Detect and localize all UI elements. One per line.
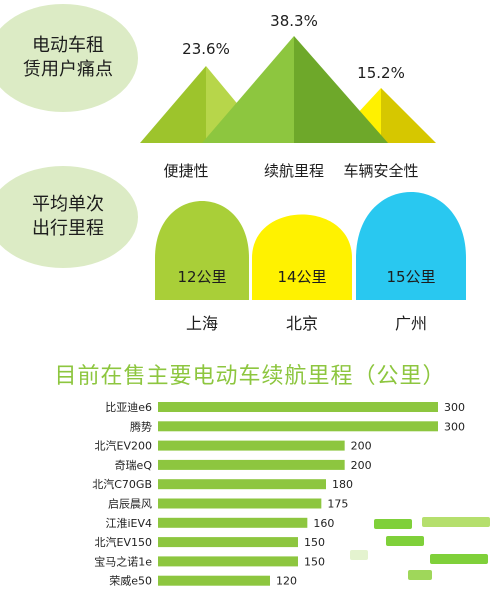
mountain-safety-right — [381, 88, 436, 143]
bar-8 — [158, 556, 298, 567]
city-shanghai: 上海 — [185, 314, 218, 333]
city-guangzhou: 广州 — [394, 314, 427, 333]
obscured-bar — [374, 519, 412, 529]
bar-7 — [158, 537, 298, 548]
pain-points-bubble: 电动车租 赁用户痛点 — [0, 4, 138, 112]
mountain-range-left — [202, 36, 294, 143]
pain-points-title-line1: 电动车租 — [32, 35, 104, 56]
value-label-3: 200 — [351, 459, 372, 472]
mountain-range-right — [294, 36, 388, 143]
pain-points-mountains — [140, 36, 436, 143]
bar-1 — [158, 421, 438, 432]
trip-value-shanghai: 12公里 — [177, 268, 227, 286]
trip-title-line2: 出行里程 — [32, 218, 104, 239]
bar-2 — [158, 440, 345, 451]
category-label-9: 荣威e50 — [109, 575, 152, 588]
obscured-thumbnail — [348, 514, 494, 584]
trip-domes — [155, 192, 466, 300]
city-beijing: 北京 — [285, 314, 318, 333]
obscured-bar — [408, 570, 432, 580]
mountain-convenience-left — [140, 66, 206, 143]
obscured-bar — [422, 517, 490, 527]
category-label-4: 北汽C70GB — [92, 477, 152, 491]
value-label-5: 175 — [327, 498, 348, 511]
value-label-6: 160 — [313, 517, 334, 530]
category-label-3: 奇瑞eQ — [115, 458, 153, 472]
category-label-1: 腾势 — [130, 419, 152, 433]
pct-convenience: 23.6% — [182, 40, 230, 58]
bar-4 — [158, 479, 326, 490]
dome-beijing — [252, 214, 352, 300]
obscured-bar — [430, 554, 488, 564]
range-chart-title: 目前在售主要电动车续航里程（公里） — [54, 364, 446, 389]
label-safety: 车辆安全性 — [343, 162, 419, 180]
value-label-1: 300 — [444, 420, 465, 433]
value-label-4: 180 — [332, 478, 353, 491]
category-label-0: 比亚迪e6 — [105, 401, 152, 414]
pain-points-title-line2: 赁用户痛点 — [23, 59, 113, 80]
obscured-bar — [350, 550, 368, 560]
category-label-6: 江淮iEV4 — [105, 517, 152, 530]
value-label-7: 150 — [304, 536, 325, 549]
trip-distance-bubble: 平均单次 出行里程 — [0, 166, 138, 268]
pct-range: 38.3% — [270, 12, 318, 30]
bar-9 — [158, 575, 270, 586]
bar-5 — [158, 498, 322, 509]
pct-safety: 15.2% — [357, 64, 405, 82]
category-label-5: 启辰晨风 — [108, 498, 152, 511]
bar-3 — [158, 459, 345, 470]
category-label-8: 宝马之诺1e — [94, 554, 152, 568]
trip-value-beijing: 14公里 — [277, 268, 327, 286]
label-convenience: 便捷性 — [163, 162, 209, 180]
bar-0 — [158, 402, 438, 412]
category-label-7: 北汽EV150 — [95, 535, 152, 549]
dome-shanghai — [155, 201, 249, 300]
obscured-bar — [386, 536, 424, 546]
dome-guangzhou — [356, 192, 466, 300]
value-label-9: 120 — [276, 575, 297, 588]
label-range: 续航里程 — [263, 162, 324, 180]
value-label-0: 300 — [444, 401, 465, 414]
trip-value-guangzhou: 15公里 — [386, 268, 436, 286]
value-label-2: 200 — [351, 440, 372, 453]
bar-6 — [158, 517, 308, 528]
trip-title-line1: 平均单次 — [32, 194, 104, 215]
value-label-8: 150 — [304, 555, 325, 568]
category-label-2: 北汽EV200 — [95, 439, 152, 453]
